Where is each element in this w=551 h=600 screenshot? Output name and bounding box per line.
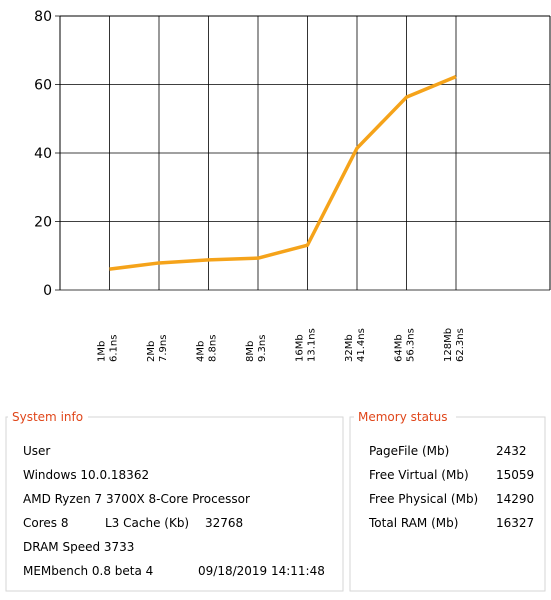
info-text: L3 Cache (Kb) (105, 516, 189, 530)
system-info-title: System info (12, 410, 83, 424)
value-label: 6.1ns (109, 335, 120, 362)
memory-status-title: Memory status (358, 410, 448, 424)
y-tick-label: 40 (34, 146, 52, 162)
info-text: 09/18/2019 14:11:48 (198, 564, 325, 578)
x-tick-label: 16Mb (295, 334, 306, 362)
memory-label: PageFile (Mb) (369, 444, 449, 458)
y-tick-label: 80 (34, 9, 52, 25)
line-series (109, 75, 457, 271)
memory-value: 16327 (496, 516, 534, 530)
y-tick-label: 20 (34, 215, 52, 231)
title-backdrop (354, 409, 456, 423)
value-label: 56.3ns (406, 328, 417, 362)
memory-label: Total RAM (Mb) (368, 516, 458, 530)
info-text: Windows 10.0.18362 (23, 468, 149, 482)
info-text: MEMbench 0.8 beta 4 (23, 564, 153, 578)
memory-value: 15059 (496, 468, 534, 482)
y-tick-label: 60 (34, 78, 52, 94)
value-label: 9.3ns (257, 335, 268, 362)
memory-label: Free Virtual (Mb) (369, 468, 469, 482)
info-text: 32768 (205, 516, 243, 530)
x-tick-label: 8Mb (245, 341, 256, 362)
value-label: 7.9ns (158, 335, 169, 362)
y-tick-label: 0 (43, 283, 52, 299)
value-label: 13.1ns (307, 328, 318, 362)
memory-value: 14290 (496, 492, 534, 506)
info-text: User (23, 444, 50, 458)
x-tick-label: 1Mb (97, 341, 108, 362)
memory-label: Free Physical (Mb) (369, 492, 478, 506)
memory-value: 2432 (496, 444, 527, 458)
info-text: Cores 8 (23, 516, 68, 530)
x-tick-label: 2Mb (146, 341, 157, 362)
x-tick-label: 64Mb (394, 334, 405, 362)
value-label: 8.8ns (208, 335, 219, 362)
x-tick-label: 32Mb (344, 334, 355, 362)
x-tick-label: 128Mb (443, 328, 454, 362)
title-backdrop (8, 409, 88, 423)
system-info-box (5, 416, 344, 592)
value-label: 62.3ns (455, 328, 466, 362)
info-text: AMD Ryzen 7 3700X 8-Core Processor (23, 492, 250, 506)
x-tick-label: 4Mb (196, 341, 207, 362)
info-text: DRAM Speed 3733 (23, 540, 134, 554)
value-label: 41.4ns (356, 328, 367, 362)
